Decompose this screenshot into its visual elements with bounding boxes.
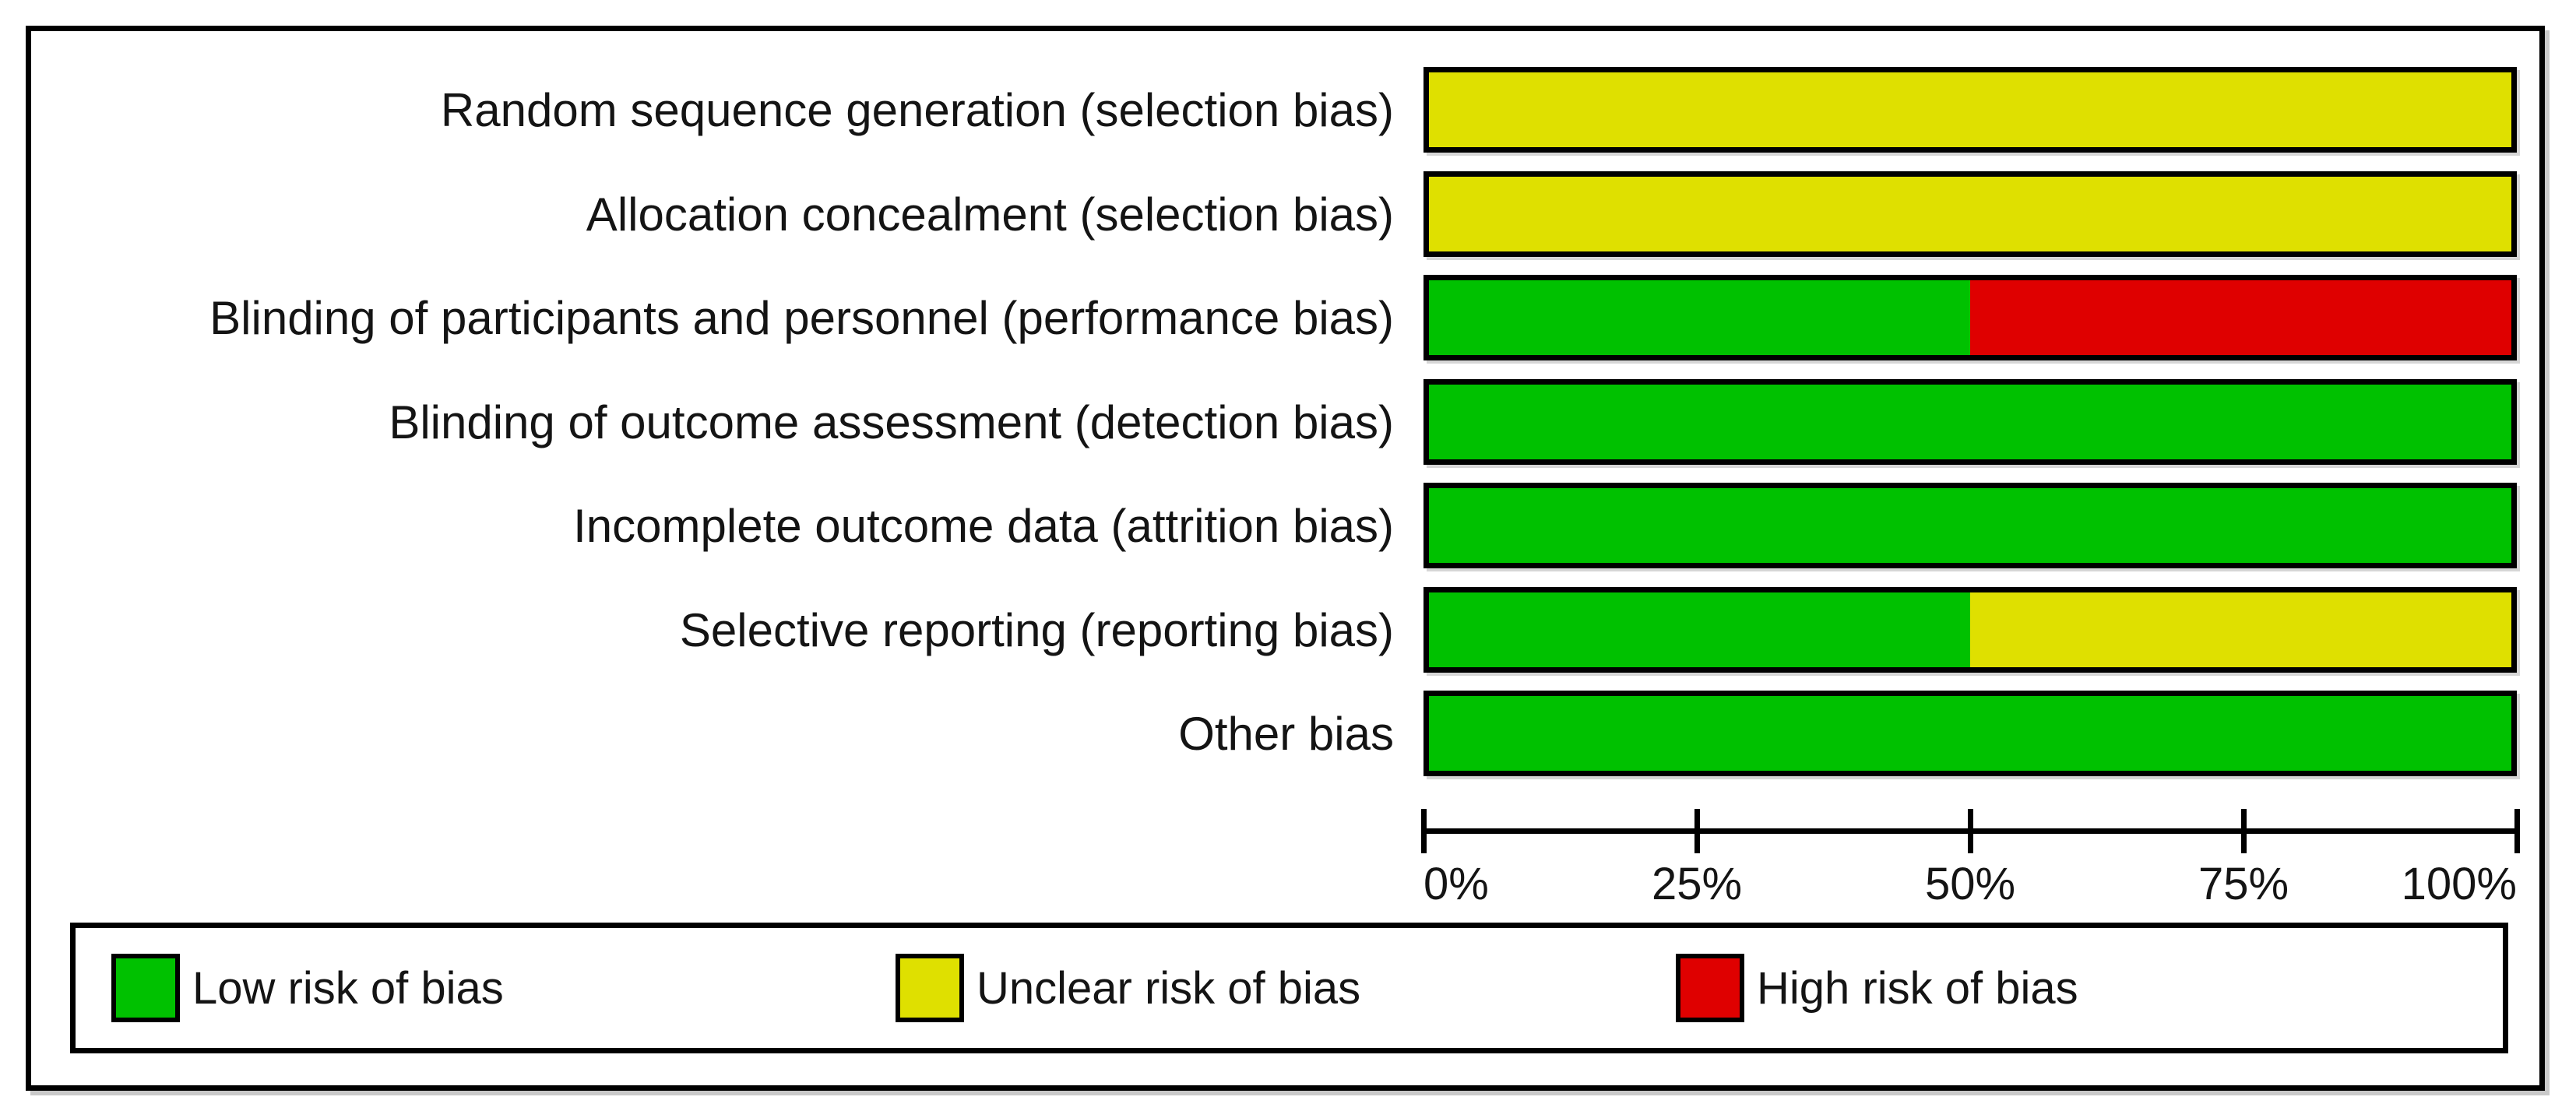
row-label: Selective reporting (reporting bias) bbox=[679, 603, 1394, 656]
stacked-bar bbox=[1423, 587, 2517, 673]
axis-tick-label: 75% bbox=[2198, 859, 2289, 909]
bar-row: Selective reporting (reporting bias) bbox=[31, 587, 2517, 673]
bar-row: Blinding of participants and personnel (… bbox=[31, 275, 2517, 360]
legend-box: Low risk of bias Unclear risk of bias High… bbox=[70, 923, 2508, 1053]
row-label: Other bias bbox=[1178, 707, 1394, 760]
axis-tick-label: 100% bbox=[2401, 859, 2517, 909]
axis-tick bbox=[1421, 809, 1427, 853]
row-label: Allocation concealment (selection bias) bbox=[586, 188, 1394, 241]
legend-swatch-high-risk bbox=[1676, 954, 1744, 1022]
stacked-bar bbox=[1423, 379, 2517, 465]
bar-segment-low bbox=[1429, 488, 2511, 563]
legend-item: High risk of bias bbox=[1676, 928, 2078, 1048]
row-label: Incomplete outcome data (attrition bias) bbox=[573, 499, 1394, 552]
bar-segment-low bbox=[1429, 696, 2511, 771]
bar-row: Random sequence generation (selection bi… bbox=[31, 67, 2517, 153]
axis-tick bbox=[1694, 809, 1700, 853]
legend-label: High risk of bias bbox=[1757, 962, 2078, 1014]
axis-tick bbox=[2241, 809, 2247, 853]
axis-tick-label: 50% bbox=[1924, 859, 2016, 909]
stacked-bar bbox=[1423, 483, 2517, 568]
legend-swatch-unclear-risk bbox=[896, 954, 964, 1022]
bar-segment-unclear bbox=[1429, 72, 2511, 147]
bar-segment-unclear bbox=[1429, 177, 2511, 251]
row-label: Blinding of participants and personnel (… bbox=[209, 291, 1394, 344]
row-label: Random sequence generation (selection bi… bbox=[440, 83, 1394, 136]
stacked-bar bbox=[1423, 67, 2517, 153]
bar-row: Blinding of outcome assessment (detectio… bbox=[31, 379, 2517, 465]
bar-segment-low bbox=[1429, 592, 1970, 667]
legend-item: Low risk of bias bbox=[111, 928, 504, 1048]
bar-row: Incomplete outcome data (attrition bias) bbox=[31, 483, 2517, 568]
bar-segment-low bbox=[1429, 385, 2511, 459]
stacked-bar bbox=[1423, 171, 2517, 257]
legend-label: Low risk of bias bbox=[192, 962, 504, 1014]
axis-tick bbox=[1968, 809, 1973, 853]
axis-tick-label: 0% bbox=[1423, 859, 1489, 909]
legend-swatch-low-risk bbox=[111, 954, 180, 1022]
bar-segment-high bbox=[1970, 280, 2511, 355]
bar-segment-unclear bbox=[1970, 592, 2511, 667]
risk-of-bias-graph-frame: Random sequence generation (selection bi… bbox=[26, 26, 2545, 1091]
axis-tick bbox=[2514, 809, 2520, 853]
bar-row: Other bias bbox=[31, 691, 2517, 776]
stacked-bar bbox=[1423, 691, 2517, 776]
bar-row: Allocation concealment (selection bias) bbox=[31, 171, 2517, 257]
axis-tick-label: 25% bbox=[1651, 859, 1743, 909]
legend-item: Unclear risk of bias bbox=[896, 928, 1360, 1048]
row-label: Blinding of outcome assessment (detectio… bbox=[389, 396, 1394, 448]
x-axis: 0% 25% 50% 75% 100% bbox=[1421, 809, 2520, 930]
bar-segment-low bbox=[1429, 280, 1970, 355]
legend-label: Unclear risk of bias bbox=[977, 962, 1361, 1014]
stacked-bar bbox=[1423, 275, 2517, 360]
